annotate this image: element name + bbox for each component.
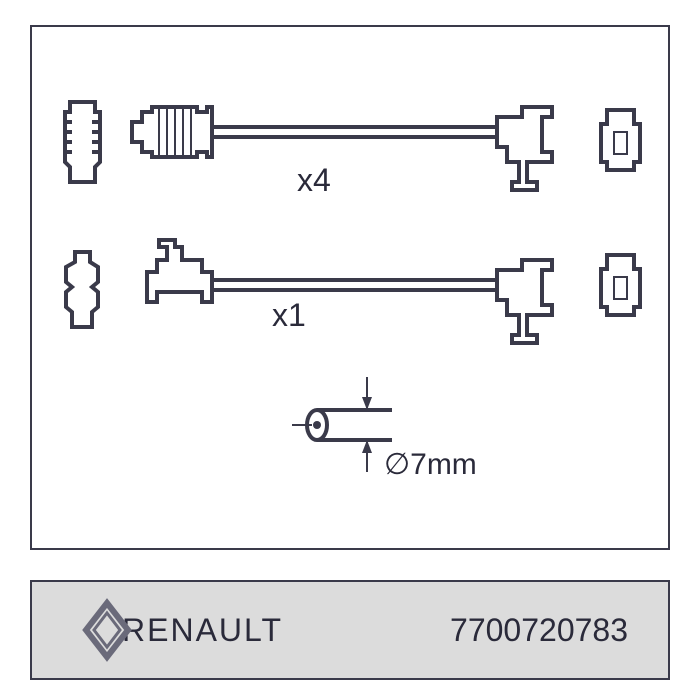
boot-connector-bottom <box>50 242 115 342</box>
footer-box: RENAULT 7700720783 <box>30 580 670 680</box>
part-number: 7700720783 <box>450 612 628 649</box>
terminal-bottom <box>592 247 652 327</box>
cable2-qty-label: x1 <box>272 297 306 334</box>
brand-name: RENAULT <box>122 612 283 649</box>
boot-connector-top <box>50 87 115 197</box>
terminal-top <box>592 102 652 182</box>
cable-top <box>127 82 567 197</box>
brand-logo <box>72 595 142 665</box>
cable-bottom <box>127 232 567 347</box>
cable1-qty-label: x4 <box>297 162 331 199</box>
diameter-label: ∅7mm <box>384 447 477 482</box>
diagram-frame: x4 x1 ∅7mm <box>30 25 670 550</box>
